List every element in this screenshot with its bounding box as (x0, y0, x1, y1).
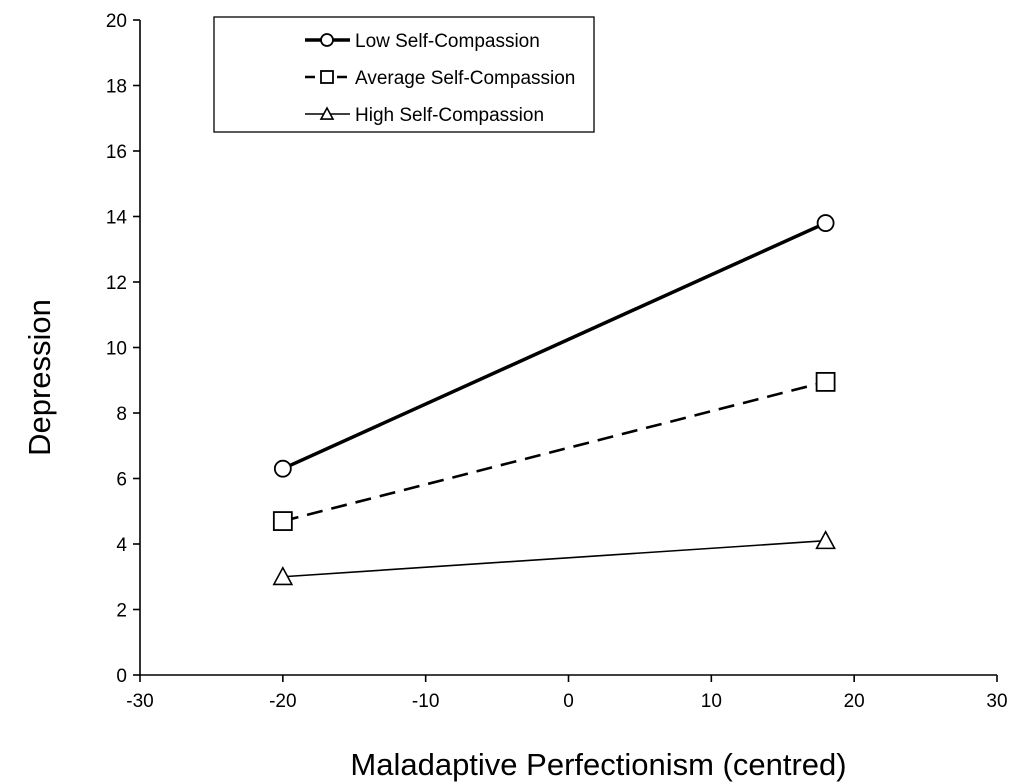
legend-marker-triangle (319, 106, 335, 120)
x-tick-label: 10 (701, 691, 722, 712)
y-tick-label: 6 (116, 470, 127, 491)
y-tick-label: 4 (116, 535, 127, 556)
x-tick-label: 0 (563, 691, 574, 712)
data-point-triangle (815, 530, 836, 550)
series-circle (273, 214, 835, 478)
data-point-circle (273, 459, 292, 478)
y-tick-label: 18 (106, 77, 127, 98)
x-tick-label: -20 (269, 691, 296, 712)
x-tick-label: -30 (126, 691, 153, 712)
y-tick-label: 0 (116, 666, 127, 687)
legend-marker-square (320, 70, 334, 84)
series-line (282, 380, 826, 523)
series-square (272, 371, 836, 531)
data-point-triangle (272, 566, 294, 586)
data-point-circle (816, 214, 835, 232)
x-tick-label: 20 (844, 691, 865, 712)
legend-label: Average Self-Compassion (355, 68, 575, 89)
y-tick-label: 12 (106, 273, 127, 294)
y-tick-label: 14 (106, 208, 128, 229)
legend-box (213, 16, 595, 133)
y-tick-label: 20 (106, 11, 127, 32)
legend-marker-circle (320, 33, 334, 47)
data-point-square (815, 371, 836, 392)
x-axis: -30 -20 -10 0 10 20 30 (126, 674, 1008, 712)
series-line (282, 221, 827, 471)
x-axis-title: Maladaptive Perfectionism (centred) (350, 747, 846, 782)
y-tick-label: 8 (116, 404, 127, 425)
legend: Low Self-Compassion Average Self-Compassi… (213, 16, 595, 133)
legend-label: High Self-Compassion (355, 105, 544, 126)
x-tick-label: 30 (986, 691, 1007, 712)
y-axis: 0 2 4 6 8 10 12 14 16 18 20 (106, 11, 141, 687)
y-tick-label: 10 (106, 339, 127, 360)
y-axis-title: Depression (22, 299, 57, 456)
series-triangle (272, 530, 836, 586)
x-tick-label: -10 (412, 691, 439, 712)
series-line (282, 539, 826, 578)
legend-label: Low Self-Compassion (355, 31, 540, 52)
data-point-square (272, 511, 293, 531)
y-tick-label: 16 (106, 142, 127, 163)
y-tick-label: 2 (116, 601, 127, 622)
series-layer (272, 214, 836, 586)
